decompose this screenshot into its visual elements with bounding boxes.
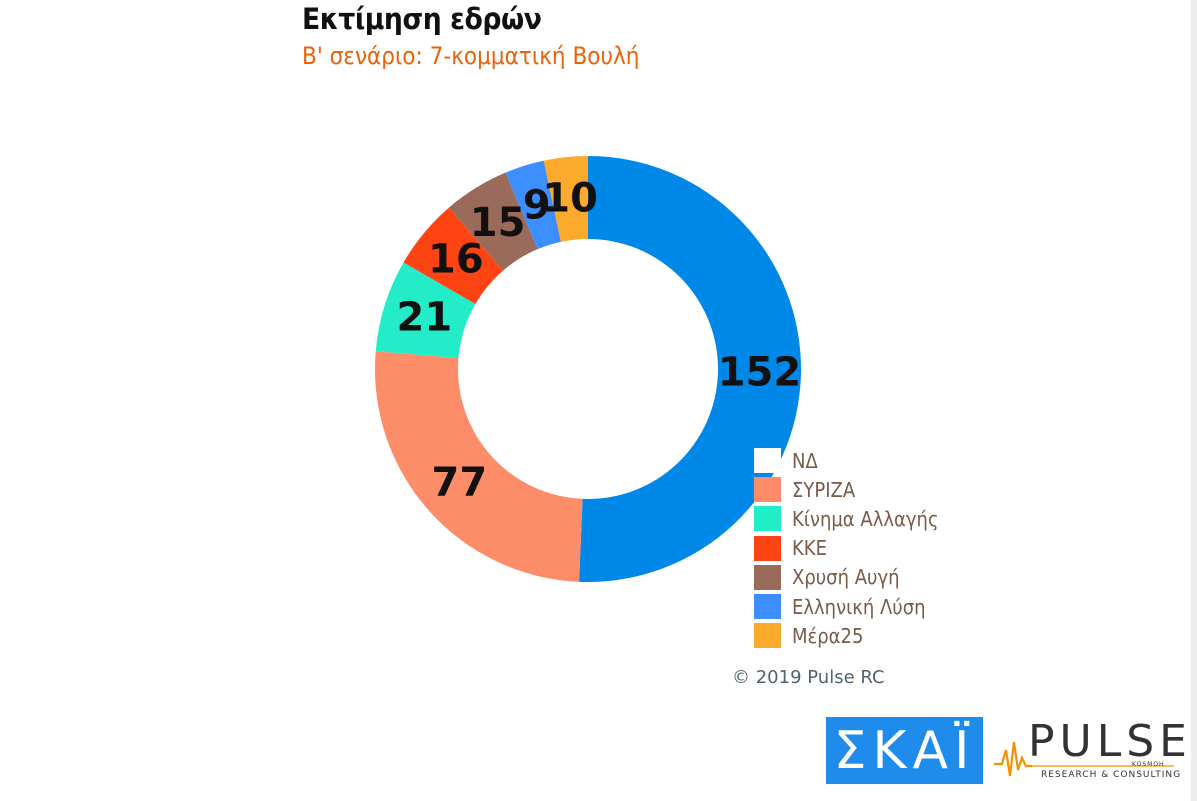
pulse-logo-text: PULSE <box>1028 716 1192 767</box>
slice-value-label: 21 <box>397 295 453 341</box>
donut-slice-2 <box>375 262 476 359</box>
legend-item: Μέρα25 <box>754 621 955 650</box>
donut-slice-3 <box>403 207 504 304</box>
legend-label: ΚΚΕ <box>792 536 827 561</box>
page-edge <box>1191 0 1197 801</box>
chart-subtitle: Β' σενάριο: 7-κομματική Βουλή <box>302 42 640 70</box>
pulse-logo-tagline: RESEARCH & CONSULTING <box>1041 770 1182 780</box>
donut-slice-5 <box>505 160 561 250</box>
legend-swatch <box>754 477 781 503</box>
donut-slice-6 <box>543 156 588 242</box>
legend-swatch <box>754 594 781 620</box>
legend-swatch <box>754 564 781 590</box>
donut-slice-4 <box>448 172 538 271</box>
legend-swatch <box>754 506 781 532</box>
slice-value-label: 9 <box>523 182 551 228</box>
slice-value-label: 15 <box>470 200 526 246</box>
legend-item: Ελληνική Λύση <box>754 592 955 621</box>
legend-item: Χρυσή Αυγή <box>754 563 955 592</box>
slice-value-label: 152 <box>718 350 802 396</box>
slice-value-label: 77 <box>432 459 488 505</box>
legend-label: ΝΔ <box>792 448 818 473</box>
skai-logo: ΣΚΑΪ <box>826 717 983 784</box>
legend-item: Κίνημα Αλλαγής <box>754 504 955 533</box>
copyright-text: © 2019 Pulse RC <box>732 667 885 688</box>
pulse-logo-kosmos: KOSMOH <box>1132 761 1165 768</box>
legend-label: Χρυσή Αυγή <box>792 565 900 590</box>
legend-label: Μέρα25 <box>792 623 864 648</box>
legend-label: ΣΥΡΙΖΑ <box>792 477 856 502</box>
pulse-wave-icon <box>994 741 1174 777</box>
legend-swatch <box>754 448 781 474</box>
donut-slice-1 <box>374 351 583 582</box>
legend-label: Κίνημα Αλλαγής <box>792 506 939 531</box>
chart-legend: ΝΔ ΣΥΡΙΖΑ Κίνημα Αλλαγής ΚΚΕ Χρυσή Αυγή Ελλην… <box>754 446 955 650</box>
legend-item: ΚΚΕ <box>754 534 955 563</box>
legend-swatch <box>754 623 781 649</box>
slice-value-label: 10 <box>542 175 598 221</box>
skai-logo-text: ΣΚΑΪ <box>833 721 976 781</box>
legend-swatch <box>754 535 781 561</box>
legend-item: ΝΔ <box>754 446 955 475</box>
pulse-logo: PULSE KOSMOH RESEARCH & CONSULTING <box>992 716 1187 786</box>
chart-title: Εκτίμηση εδρών <box>302 2 542 36</box>
donut-slice-0 <box>579 155 802 582</box>
legend-label: Ελληνική Λύση <box>792 594 926 619</box>
slice-value-label: 16 <box>428 237 484 283</box>
legend-item: ΣΥΡΙΖΑ <box>754 475 955 504</box>
